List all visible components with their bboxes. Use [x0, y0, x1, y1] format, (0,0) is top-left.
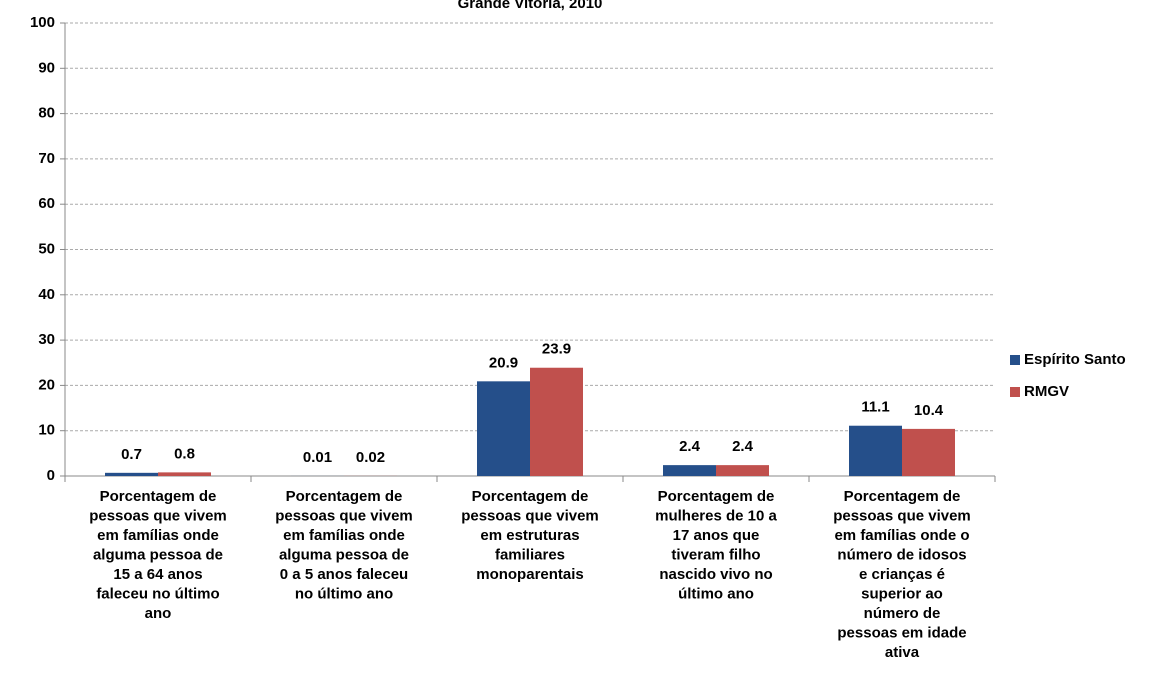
x-tick-label: ano [145, 605, 172, 622]
value-label: 0.8 [174, 445, 195, 462]
x-tick-label: nascido vivo no [659, 566, 772, 583]
x-tick-label: no último ano [295, 585, 393, 602]
bar [716, 465, 769, 476]
x-tick-label: 17 anos que [673, 527, 760, 544]
x-tick-label: último ano [678, 585, 754, 602]
x-tick-label: Porcentagem de [658, 488, 775, 505]
bar [477, 381, 530, 476]
y-tick-label: 80 [38, 105, 55, 122]
legend-swatch [1010, 387, 1020, 397]
x-tick-label: faleceu no último [96, 585, 219, 602]
y-tick-label: 40 [38, 286, 55, 303]
y-tick-label: 10 [38, 422, 55, 439]
value-label: 0.01 [303, 449, 332, 466]
x-tick-label: em famílias onde [283, 527, 405, 544]
x-tick-label: mulheres de 10 a [655, 507, 777, 524]
x-tick-label: tiveram filho [671, 546, 760, 563]
legend-label: RMGV [1024, 383, 1069, 400]
x-tick-label: Porcentagem de [844, 488, 961, 505]
x-tick-label: 0 a 5 anos faleceu [280, 566, 408, 583]
x-tick-label: pessoas que vivem [89, 507, 227, 524]
x-tick-label: pessoas que vivem [461, 507, 599, 524]
x-tick-label: Porcentagem de [100, 488, 217, 505]
bar [663, 465, 716, 476]
x-tick-label: monoparentais [476, 566, 584, 583]
value-label: 2.4 [732, 438, 754, 455]
bar [849, 425, 902, 476]
x-tick-label: pessoas em idade [837, 624, 966, 641]
x-tick-label: pessoas que vivem [275, 507, 413, 524]
x-tick-label: alguma pessoa de [93, 546, 223, 563]
x-tick-label: pessoas que vivem [833, 507, 971, 524]
x-tick-label: e crianças é [859, 566, 945, 583]
value-label: 2.4 [679, 438, 701, 455]
bar [902, 428, 955, 476]
value-label: 0.02 [356, 449, 385, 466]
x-tick-label: Porcentagem de [472, 488, 589, 505]
y-tick-label: 20 [38, 376, 55, 393]
y-tick-label: 30 [38, 331, 55, 348]
x-tick-label: superior ao [861, 585, 943, 602]
bar [530, 367, 583, 476]
x-tick-label: ativa [885, 644, 920, 661]
chart-title: Grande Vitória, 2010 [458, 0, 603, 12]
y-tick-label: 60 [38, 195, 55, 212]
x-tick-label: em famílias onde [97, 527, 219, 544]
value-label: 23.9 [542, 341, 571, 358]
value-label: 20.9 [489, 354, 518, 371]
value-label: 0.7 [121, 446, 142, 463]
legend-label: Espírito Santo [1024, 351, 1126, 368]
x-tick-label: número de idosos [837, 546, 966, 563]
x-tick-label: familiares [495, 546, 565, 563]
x-tick-label: alguma pessoa de [279, 546, 409, 563]
bar [158, 472, 211, 476]
y-tick-label: 90 [38, 59, 55, 76]
value-label: 11.1 [861, 399, 889, 416]
x-tick-label: 15 a 64 anos [113, 566, 202, 583]
legend-swatch [1010, 355, 1020, 365]
value-label: 10.4 [914, 402, 944, 419]
x-tick-label: Porcentagem de [286, 488, 403, 505]
bar [105, 472, 158, 476]
y-tick-label: 50 [38, 240, 55, 257]
x-tick-label: em famílias onde o [834, 527, 969, 544]
y-tick-label: 70 [38, 150, 55, 167]
y-tick-label: 100 [30, 14, 55, 31]
x-tick-label: em estruturas [480, 527, 579, 544]
x-tick-label: número de [864, 605, 941, 622]
y-tick-label: 0 [47, 467, 55, 484]
